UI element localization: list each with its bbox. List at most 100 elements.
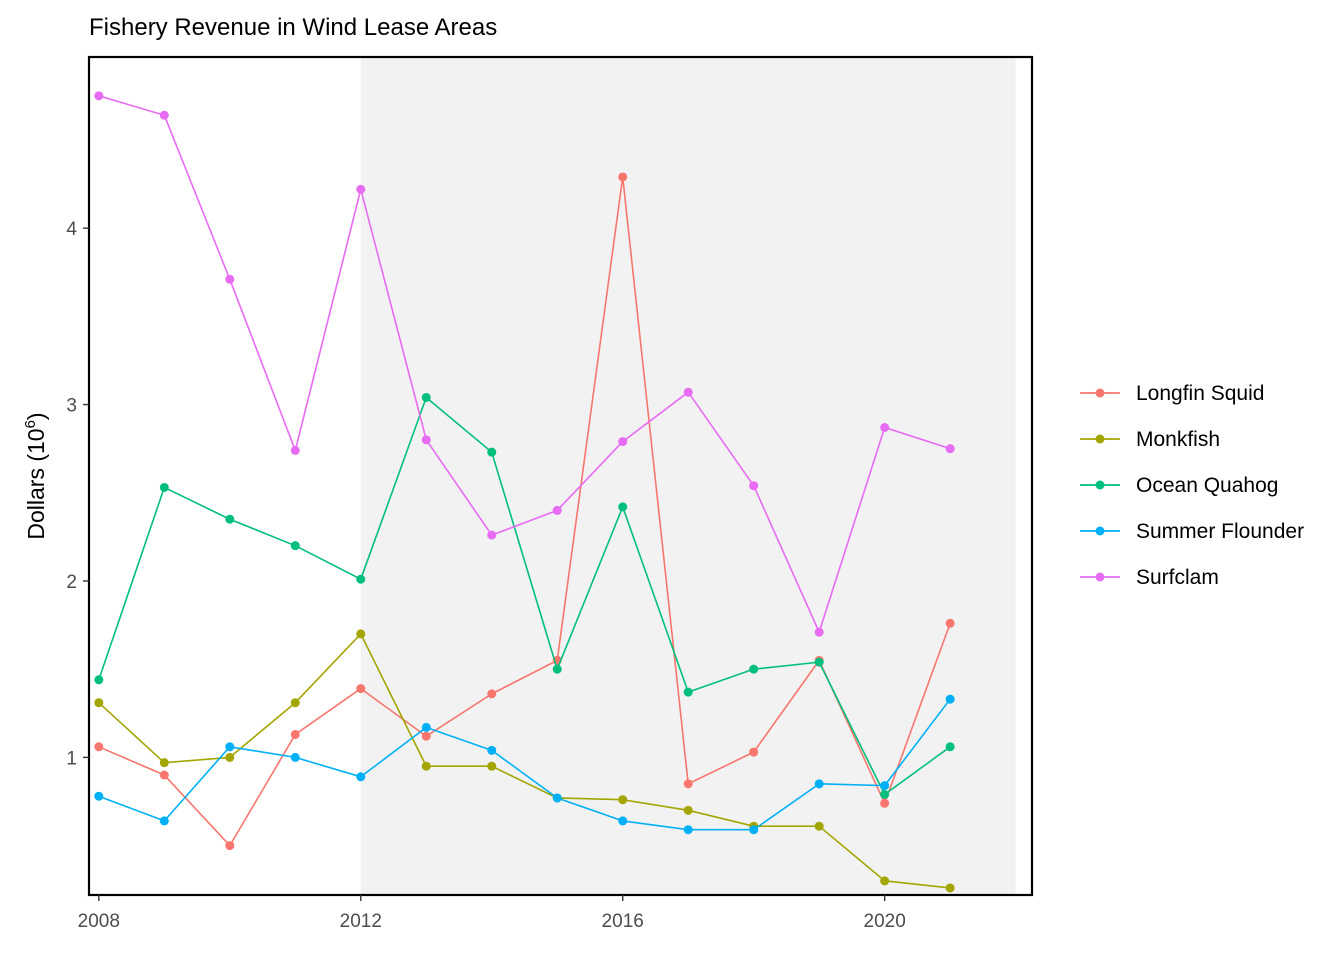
x-tick-label: 2016 <box>602 911 644 932</box>
data-point-longfin-squid <box>945 618 955 628</box>
y-tick-label: 4 <box>66 219 77 240</box>
data-point-surfclam <box>945 444 955 454</box>
series-layer <box>94 91 955 893</box>
legend: Longfin Squid Monkfish Ocean Quahog Summer … <box>1080 382 1304 589</box>
data-point-longfin-squid <box>159 770 169 780</box>
data-point-surfclam <box>880 422 890 432</box>
data-point-ocean-quahog <box>749 664 759 674</box>
data-point-summer-flounder <box>814 779 824 789</box>
data-point-longfin-squid <box>290 729 300 739</box>
data-point-surfclam <box>94 91 104 101</box>
legend-label: Longfin Squid <box>1136 382 1264 405</box>
data-point-surfclam <box>552 505 562 515</box>
data-point-monkfish <box>814 821 824 831</box>
data-point-summer-flounder <box>749 825 759 835</box>
data-point-surfclam <box>487 530 497 540</box>
data-point-monkfish <box>618 795 628 805</box>
data-point-ocean-quahog <box>290 541 300 551</box>
data-point-monkfish <box>159 758 169 768</box>
data-point-longfin-squid <box>618 172 628 182</box>
data-point-ocean-quahog <box>225 514 235 524</box>
data-point-summer-flounder <box>618 816 628 826</box>
x-tick-label: 2020 <box>864 911 906 932</box>
data-point-ocean-quahog <box>159 482 169 492</box>
legend-key-point <box>1095 388 1105 398</box>
data-point-longfin-squid <box>94 742 104 752</box>
data-point-surfclam <box>814 627 824 637</box>
data-point-summer-flounder <box>683 825 693 835</box>
x-tick-label: 2008 <box>78 911 120 932</box>
panel-border <box>87 55 1034 897</box>
data-point-surfclam <box>356 184 366 194</box>
y-axis-title-text: Dollars (10 <box>23 428 49 539</box>
data-point-longfin-squid <box>880 798 890 808</box>
legend-label: Ocean Quahog <box>1136 474 1278 497</box>
y-tick-label: 1 <box>66 748 77 769</box>
y-axis-title-close: ) <box>23 412 49 420</box>
series-line-surfclam <box>98 95 951 633</box>
data-point-monkfish <box>487 761 497 771</box>
data-point-summer-flounder <box>159 816 169 826</box>
y-axis: 1 2 3 4 <box>66 219 89 769</box>
data-point-summer-flounder <box>945 694 955 704</box>
x-axis: 2008 2012 2016 2020 <box>78 895 906 932</box>
data-point-ocean-quahog <box>356 574 366 584</box>
data-point-monkfish <box>356 629 366 639</box>
data-point-summer-flounder <box>552 793 562 803</box>
data-point-monkfish <box>945 883 955 893</box>
legend-key-point <box>1095 434 1105 444</box>
legend-key-point <box>1095 572 1105 582</box>
y-axis-title-superscript: 6 <box>22 420 39 428</box>
legend-key-point <box>1095 526 1105 536</box>
y-axis-title: Dollars (106) <box>22 412 49 539</box>
data-point-summer-flounder <box>290 752 300 762</box>
data-point-monkfish <box>94 698 104 708</box>
data-point-surfclam <box>618 437 628 447</box>
data-point-summer-flounder <box>225 742 235 752</box>
data-point-ocean-quahog <box>683 687 693 697</box>
data-point-summer-flounder <box>94 791 104 801</box>
legend-key-point <box>1095 480 1105 490</box>
data-point-surfclam <box>749 481 759 491</box>
data-point-ocean-quahog <box>880 789 890 799</box>
data-point-longfin-squid <box>225 841 235 851</box>
legend-label: Surfclam <box>1136 566 1219 589</box>
data-point-surfclam <box>683 387 693 397</box>
data-point-monkfish <box>290 698 300 708</box>
data-point-monkfish <box>880 876 890 886</box>
y-tick-label: 3 <box>66 396 77 417</box>
series-line-ocean-quahog <box>98 396 951 796</box>
data-point-summer-flounder <box>880 781 890 791</box>
data-point-surfclam <box>290 445 300 455</box>
shaded-region <box>360 57 1016 895</box>
data-point-surfclam <box>225 274 235 284</box>
data-point-summer-flounder <box>487 745 497 755</box>
data-point-monkfish <box>421 761 431 771</box>
data-point-monkfish <box>225 752 235 762</box>
legend-label: Monkfish <box>1136 428 1220 451</box>
data-point-ocean-quahog <box>487 447 497 457</box>
data-point-monkfish <box>683 805 693 815</box>
data-point-longfin-squid <box>421 731 431 741</box>
y-tick-label: 2 <box>66 572 77 593</box>
data-point-ocean-quahog <box>94 675 104 685</box>
data-point-surfclam <box>421 435 431 445</box>
data-point-ocean-quahog <box>618 502 628 512</box>
data-point-longfin-squid <box>749 747 759 757</box>
data-point-summer-flounder <box>421 722 431 732</box>
series-line-summer-flounder <box>98 698 951 831</box>
data-point-longfin-squid <box>683 779 693 789</box>
chart-title: Fishery Revenue in Wind Lease Areas <box>89 14 497 41</box>
legend-label: Summer Flounder <box>1136 520 1304 543</box>
data-point-ocean-quahog <box>421 392 431 402</box>
data-point-summer-flounder <box>356 772 366 782</box>
data-point-ocean-quahog <box>552 664 562 674</box>
data-point-longfin-squid <box>356 684 366 694</box>
data-point-longfin-squid <box>487 689 497 699</box>
x-tick-label: 2012 <box>340 911 382 932</box>
series-line-longfin-squid <box>98 176 951 847</box>
data-point-surfclam <box>159 110 169 120</box>
data-point-ocean-quahog <box>814 657 824 667</box>
data-point-ocean-quahog <box>945 742 955 752</box>
